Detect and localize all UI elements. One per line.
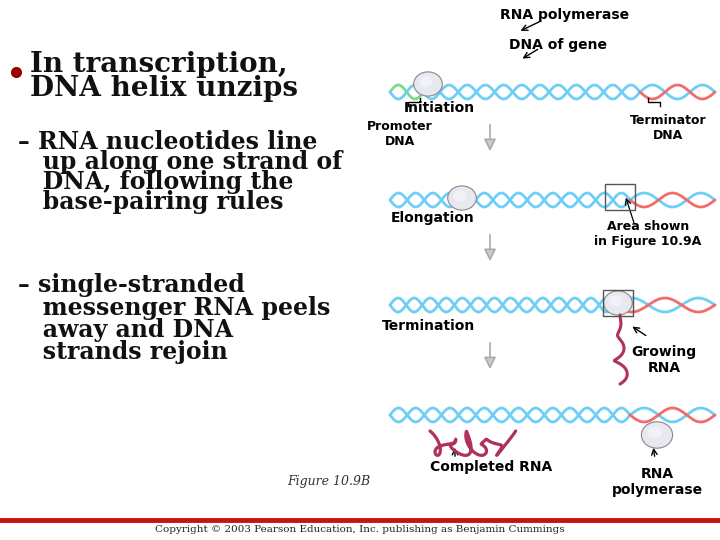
Text: DNA, following the: DNA, following the xyxy=(18,170,293,194)
Text: RNA
polymerase: RNA polymerase xyxy=(611,467,703,497)
Text: In transcription,: In transcription, xyxy=(30,51,287,78)
Ellipse shape xyxy=(414,72,442,96)
Text: – RNA nucleotides line: – RNA nucleotides line xyxy=(18,130,318,154)
Ellipse shape xyxy=(419,76,433,87)
Text: DNA helix unzips: DNA helix unzips xyxy=(30,75,298,102)
Bar xyxy=(605,184,635,210)
Text: away and DNA: away and DNA xyxy=(18,318,233,342)
Ellipse shape xyxy=(448,186,477,210)
Text: Termination: Termination xyxy=(382,319,475,333)
Text: Growing
RNA: Growing RNA xyxy=(631,345,696,375)
Text: Initiation: Initiation xyxy=(404,101,475,115)
Text: Copyright © 2003 Pearson Education, Inc. publishing as Benjamin Cummings: Copyright © 2003 Pearson Education, Inc.… xyxy=(156,525,564,535)
Text: DNA of gene: DNA of gene xyxy=(509,38,607,52)
Text: messenger RNA peels: messenger RNA peels xyxy=(18,296,330,320)
Text: Terminator
DNA: Terminator DNA xyxy=(630,114,706,142)
Text: base-pairing rules: base-pairing rules xyxy=(18,190,284,214)
Text: up along one strand of: up along one strand of xyxy=(18,150,342,174)
Ellipse shape xyxy=(642,422,672,448)
Text: Promoter
DNA: Promoter DNA xyxy=(367,120,433,148)
Text: Elongation: Elongation xyxy=(391,211,475,225)
Text: RNA polymerase: RNA polymerase xyxy=(500,8,629,22)
Ellipse shape xyxy=(453,190,467,201)
Text: Figure 10.9B: Figure 10.9B xyxy=(287,476,370,489)
Text: Area shown
in Figure 10.9A: Area shown in Figure 10.9A xyxy=(595,220,701,248)
Text: Completed RNA: Completed RNA xyxy=(430,460,552,474)
Text: – single-stranded: – single-stranded xyxy=(18,273,245,297)
Text: strands rejoin: strands rejoin xyxy=(18,340,228,364)
Ellipse shape xyxy=(603,291,632,315)
Ellipse shape xyxy=(647,427,662,438)
Bar xyxy=(603,290,633,316)
Ellipse shape xyxy=(609,295,622,306)
